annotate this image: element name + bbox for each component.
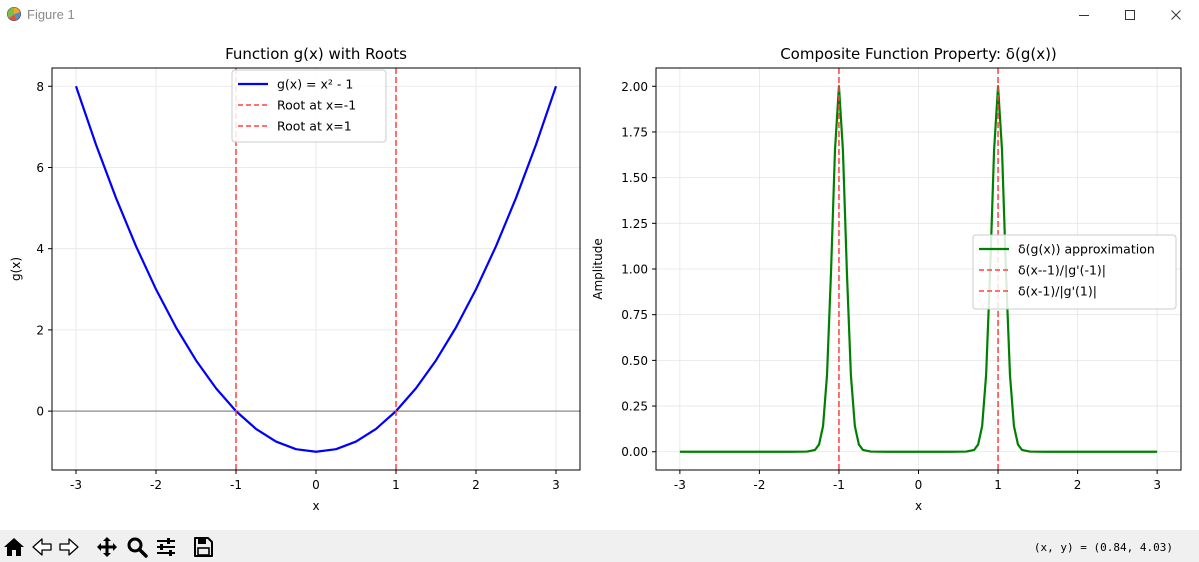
x-tick-label: -1	[230, 478, 242, 492]
x-tick-label: -3	[70, 478, 82, 492]
title-bar: Figure 1	[0, 0, 1199, 30]
x-tick-label: 3	[1153, 478, 1161, 492]
legend-label-3: Root at x=1	[277, 119, 352, 134]
x-tick-label: 3	[552, 478, 560, 492]
save-button[interactable]	[190, 534, 216, 560]
configure-subplots-button[interactable]	[153, 534, 179, 560]
x-tick-label: 0	[312, 478, 320, 492]
y-tick-label: 6	[36, 161, 44, 175]
back-button[interactable]	[29, 534, 55, 560]
x-tick-label: 0	[915, 478, 923, 492]
y-tick-label: 0.25	[621, 400, 648, 414]
home-button[interactable]	[1, 534, 27, 560]
zoom-icon	[127, 537, 148, 558]
figure-svg: -3 -2 -1 0 1 2 3 0 2 4 6 8 Function g(x) with Roots x…	[9, 45, 1182, 513]
x-tick-label: 2	[1074, 478, 1082, 492]
matplotlib-logo-icon	[7, 7, 21, 21]
x-tick-label: -2	[753, 478, 765, 492]
x-tick-label: -1	[833, 478, 845, 492]
close-icon	[1171, 10, 1181, 20]
x-tick-label: 2	[472, 478, 480, 492]
configure-subplots-icon	[157, 538, 175, 556]
minimize-icon	[1079, 15, 1089, 16]
y-tick-label: 1.00	[621, 263, 648, 277]
series-line-1	[74, 85, 558, 453]
back-arrow-icon	[32, 538, 52, 556]
x-tick-label: 1	[392, 478, 400, 492]
legend: δ(g(x)) approximation δ(x--1)/|g'(-1)| δ(x…	[972, 234, 1177, 310]
x-axis-label: x	[312, 499, 319, 513]
y-tick-label: 1.50	[621, 171, 648, 185]
legend-label-2: δ(x--1)/|g'(-1)|	[1018, 263, 1106, 278]
x-axis-label: x	[915, 499, 922, 513]
forward-button[interactable]	[56, 534, 82, 560]
minimize-button[interactable]	[1061, 0, 1107, 30]
y-tick-label: 1.75	[621, 125, 648, 139]
y-tick-label: 0.75	[621, 308, 648, 322]
y-tick-label: 1.25	[621, 217, 648, 231]
save-icon	[194, 537, 213, 557]
navigation-toolbar: (x, y) = (0.84, 4.03)	[0, 530, 1199, 562]
x-tick-label: 1	[994, 478, 1002, 492]
maximize-icon	[1125, 10, 1135, 20]
zoom-button[interactable]	[124, 534, 150, 560]
series-line-1	[679, 85, 1158, 453]
chart-title: Function g(x) with Roots	[225, 45, 407, 63]
home-icon	[4, 538, 24, 556]
window-title: Figure 1	[27, 7, 75, 22]
maximize-button[interactable]	[1107, 0, 1153, 30]
y-tick-label: 4	[36, 242, 44, 256]
legend-label-2: Root at x=-1	[277, 98, 356, 113]
y-tick-label: 0.50	[621, 354, 648, 368]
chart-1: -3 -2 -1 0 1 2 3 0 2 4 6 8 Function g(x) with Roots x…	[9, 45, 581, 513]
y-tick-label: 0	[36, 405, 44, 419]
x-tick-label: -2	[150, 478, 162, 492]
y-axis-label: Amplitude	[591, 238, 605, 300]
y-tick-label: 8	[36, 80, 44, 94]
y-axis-label: g(x)	[9, 257, 23, 281]
legend: g(x) = x² - 1 Root at x=-1 Root at x=1	[231, 69, 387, 143]
pan-button[interactable]	[94, 534, 120, 560]
pan-icon	[97, 537, 117, 557]
y-tick-label: 2	[36, 323, 44, 337]
close-button[interactable]	[1153, 0, 1199, 30]
figure-canvas[interactable]: -3 -2 -1 0 1 2 3 0 2 4 6 8 Function g(x) with Roots x…	[0, 30, 1199, 530]
coordinate-readout: (x, y) = (0.84, 4.03)	[1033, 541, 1173, 554]
legend-label-3: δ(x-1)/|g'(1)|	[1018, 284, 1097, 299]
y-tick-label: 2.00	[621, 80, 648, 94]
legend-box	[231, 69, 387, 143]
x-tick-label: -3	[674, 478, 686, 492]
legend-label-1: g(x) = x² - 1	[277, 77, 353, 92]
chart-2: -3 -2 -1 0 1 2 3 0.00 0.25 0.50 0.75 1.00 1.25 1.50 1.…	[591, 45, 1182, 513]
forward-arrow-icon	[59, 538, 79, 556]
y-tick-label: 0.00	[621, 445, 648, 459]
legend-box	[972, 234, 1177, 310]
legend-label-1: δ(g(x)) approximation	[1018, 242, 1155, 257]
chart-title: Composite Function Property: δ(g(x))	[780, 45, 1057, 63]
